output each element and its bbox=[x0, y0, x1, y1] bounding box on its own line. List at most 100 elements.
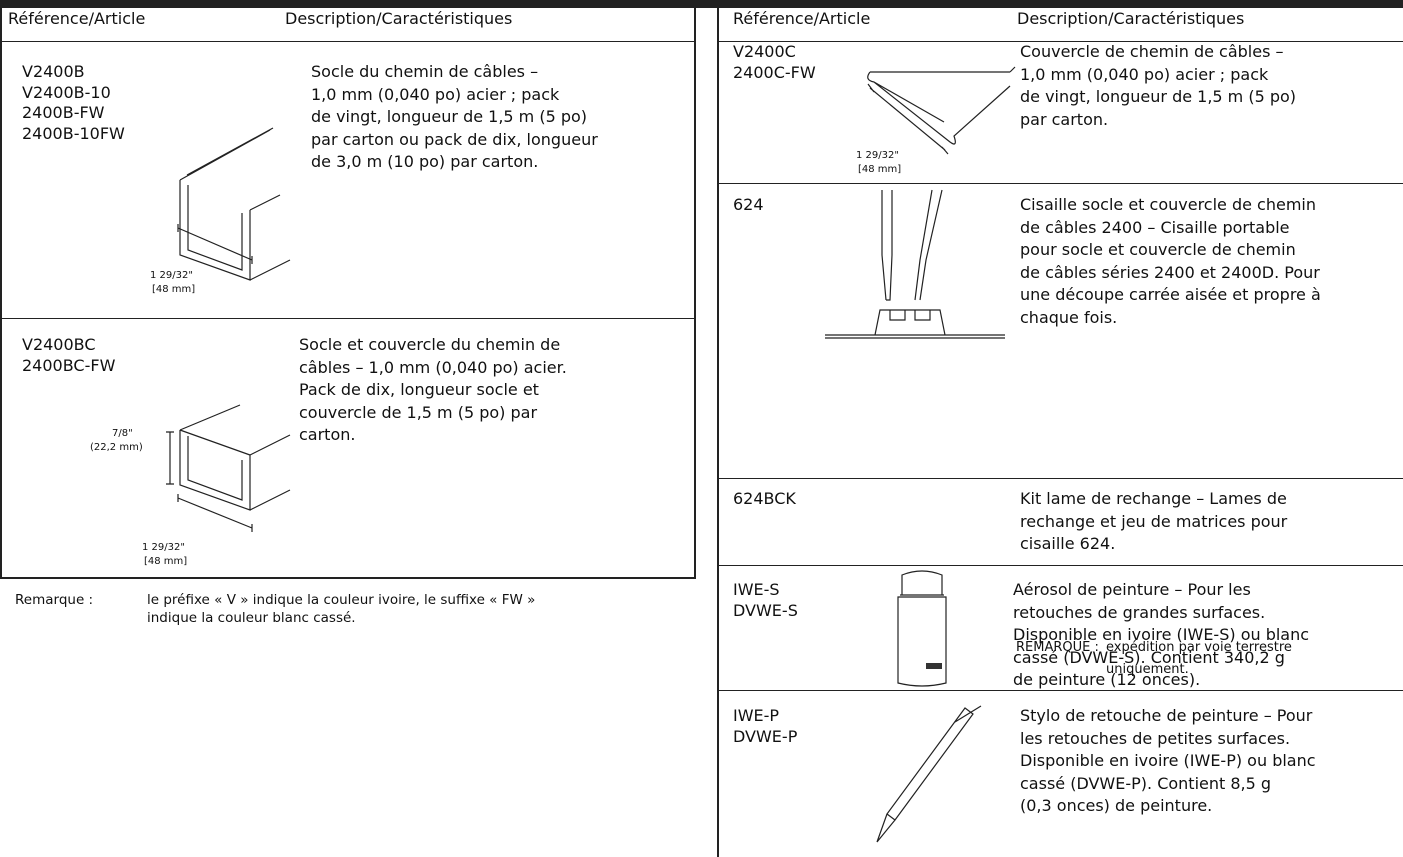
text-line: cisaille 624. bbox=[1020, 534, 1116, 553]
text-line: cassé (DVWE-P). Contient 8,5 g bbox=[1020, 773, 1272, 793]
text-line: Disponible en ivoire (IWE-P) ou blanc bbox=[1020, 751, 1316, 770]
left-border bbox=[0, 0, 2, 578]
text-line: de vingt, longueur de 1,5 m (5 po) bbox=[311, 107, 588, 126]
text-line: couvercle de 1,5 m (5 po) par bbox=[299, 402, 538, 422]
dimension: 1 29/32" bbox=[856, 150, 899, 161]
description: Kit lame de rechange – Lames de rechange … bbox=[1020, 488, 1287, 556]
note-text: le préfixe « V » indique la couleur ivoi… bbox=[147, 591, 535, 627]
text-line: Cisaille socle et couvercle de chemin bbox=[1020, 195, 1316, 214]
text-line: rechange et jeu de matrices pour bbox=[1020, 511, 1288, 531]
text-line: câbles – 1,0 mm (0,040 po) acier. bbox=[299, 357, 567, 377]
text-line: indique la couleur blanc cassé. bbox=[147, 610, 356, 626]
description: Stylo de retouche de peinture – Pour les … bbox=[1020, 705, 1316, 818]
header: Description/Caractéristiques bbox=[1017, 9, 1245, 28]
description: Couvercle de chemin de câbles – 1,0 mm (0… bbox=[1020, 41, 1296, 131]
text-line: uniquement. bbox=[1106, 662, 1189, 677]
references: IWE-P DVWE-P bbox=[733, 706, 797, 747]
text-line: DVWE-P bbox=[733, 726, 798, 746]
text-line: (0,3 onces) de peinture. bbox=[1020, 796, 1213, 815]
dimension: 1 29/32" bbox=[142, 542, 185, 553]
references: 624BCK bbox=[733, 489, 796, 510]
text-line: une découpe carrée aisée et propre à bbox=[1020, 285, 1321, 304]
text-line: 1,0 mm (0,040 po) acier ; pack bbox=[311, 84, 560, 104]
dimension: 7/8" bbox=[112, 428, 133, 439]
left-row-rule bbox=[0, 318, 696, 319]
text-line: de vingt, longueur de 1,5 m (5 po) bbox=[1020, 87, 1297, 106]
spray-can-illustration bbox=[897, 570, 947, 687]
text-line: de câbles séries 2400 et 2400D. Pour bbox=[1020, 262, 1320, 282]
header: Référence/Article bbox=[733, 9, 871, 28]
references: IWE-S DVWE-S bbox=[733, 580, 798, 621]
right-left-border bbox=[717, 0, 719, 857]
description: Socle et couvercle du chemin de câbles – … bbox=[299, 334, 567, 447]
text-line: 1,0 mm (0,040 po) acier ; pack bbox=[1020, 64, 1269, 84]
text-line: 624BCK bbox=[733, 489, 796, 508]
text-line: pour socle et couvercle de chemin bbox=[1020, 240, 1296, 259]
right-row-rule bbox=[718, 565, 1403, 566]
dimension: [48 mm] bbox=[144, 556, 187, 567]
text-line: de câbles 2400 – Cisaille portable bbox=[1020, 217, 1290, 237]
channel-cover-illustration: 7/8" (22,2 mm) 1 29/32" [48 mm] bbox=[90, 404, 291, 567]
text-line: de peinture (12 onces). bbox=[1013, 670, 1201, 689]
top-bar bbox=[0, 0, 1403, 8]
right-row-rule bbox=[718, 690, 1403, 691]
right-row-rule bbox=[718, 183, 1403, 184]
logo bbox=[926, 663, 942, 669]
remark-text: expédition par voie terrestre uniquement. bbox=[1106, 637, 1292, 681]
cover-illustration: 1 29/32" [48 mm] bbox=[856, 66, 1016, 175]
text-line: les retouches de petites surfaces. bbox=[1020, 728, 1291, 748]
text-line: DVWE-S bbox=[733, 600, 798, 620]
dimension: [48 mm] bbox=[858, 164, 901, 175]
text-line: Aérosol de peinture – Pour les bbox=[1013, 580, 1251, 599]
text-line: IWE-P bbox=[733, 706, 780, 725]
text-line: V2400BC bbox=[22, 335, 96, 354]
note-label: Remarque : bbox=[15, 592, 94, 608]
text-line: Socle et couvercle du chemin de bbox=[299, 335, 561, 354]
text-line: 624 bbox=[733, 195, 764, 214]
header: Référence/Article bbox=[8, 9, 146, 28]
references: V2400C 2400C-FW bbox=[733, 42, 816, 83]
text-line: V2400B bbox=[22, 62, 85, 81]
paint-pen-illustration bbox=[876, 705, 982, 843]
dimension: (22,2 mm) bbox=[90, 442, 143, 453]
references: V2400B V2400B-10 2400B-FW 2400B-10FW bbox=[22, 62, 125, 144]
text-line: cassé (DVWE-S). Contient 340,2 g bbox=[1013, 647, 1285, 667]
text-line: 2400B-FW bbox=[22, 103, 105, 122]
text-line: 2400BC-FW bbox=[22, 355, 116, 375]
text-line: carton. bbox=[299, 425, 356, 444]
text-line: Stylo de retouche de peinture – Pour bbox=[1020, 706, 1313, 725]
references: 624 bbox=[733, 195, 764, 216]
right-header-rule bbox=[718, 41, 1403, 42]
text-line: V2400C bbox=[733, 42, 796, 61]
description: Aérosol de peinture – Pour les retouches … bbox=[1013, 579, 1309, 692]
text-line: par carton. bbox=[1020, 109, 1109, 129]
text-line: retouches de grandes surfaces. bbox=[1013, 602, 1266, 622]
text-line: 2400C-FW bbox=[733, 62, 816, 82]
text-line: V2400B-10 bbox=[22, 82, 111, 102]
text-line: Kit lame de rechange – Lames de bbox=[1020, 489, 1287, 508]
channel-base-illustration: 1 29/32" [48 mm] bbox=[150, 127, 291, 295]
left-header-rule bbox=[0, 41, 696, 42]
left-right-border bbox=[694, 0, 696, 578]
text-line: Disponible en ivoire (IWE-S) ou blanc bbox=[1013, 625, 1310, 644]
references: V2400BC 2400BC-FW bbox=[22, 335, 115, 376]
description: Cisaille socle et couvercle de chemin de … bbox=[1020, 194, 1321, 329]
text-line: Socle du chemin de câbles – bbox=[311, 62, 539, 81]
text-line: le préfixe « V » indique la couleur ivoi… bbox=[147, 592, 536, 608]
remark-label: REMARQUE : bbox=[1016, 640, 1099, 655]
text-line: par carton ou pack de dix, longueur bbox=[311, 129, 598, 149]
dimension: [48 mm] bbox=[152, 284, 195, 295]
dimension: 1 29/32" bbox=[150, 270, 193, 281]
text-line: de 3,0 m (10 po) par carton. bbox=[311, 152, 539, 171]
text-line: 2400B-10FW bbox=[22, 123, 125, 143]
text-line: IWE-S bbox=[733, 580, 780, 599]
description: Socle du chemin de câbles – 1,0 mm (0,040… bbox=[311, 61, 598, 174]
right-row-rule bbox=[718, 478, 1403, 479]
text-line: Couvercle de chemin de câbles – bbox=[1020, 42, 1284, 61]
header: Description/Caractéristiques bbox=[285, 9, 513, 28]
shear-illustration bbox=[825, 189, 1005, 339]
left-bottom-border bbox=[0, 577, 696, 579]
text-line: chaque fois. bbox=[1020, 307, 1118, 327]
text-line: expédition par voie terrestre bbox=[1106, 640, 1292, 655]
